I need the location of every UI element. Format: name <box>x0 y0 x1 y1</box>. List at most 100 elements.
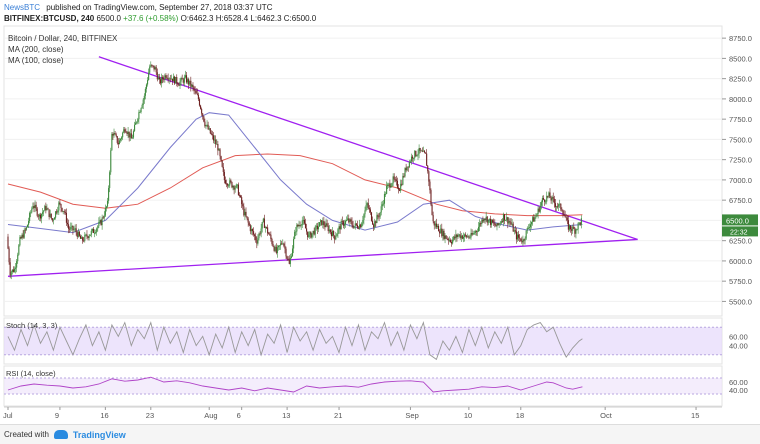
candle-body <box>527 227 529 229</box>
candle-body <box>132 131 135 138</box>
candle-body <box>248 222 250 226</box>
candle-body <box>310 232 312 238</box>
candle-body <box>533 217 535 222</box>
candle-body <box>487 219 489 223</box>
stoch-label[interactable]: Stoch (14, 3, 3) <box>6 321 58 330</box>
candle-body <box>390 185 392 188</box>
candle-body <box>327 225 329 232</box>
candle-body <box>341 220 343 222</box>
legend-ma100[interactable]: MA (100, close) <box>8 56 64 65</box>
created-with-label: Created with <box>4 430 49 439</box>
candle-body <box>283 243 285 246</box>
candle-body <box>502 214 505 222</box>
candle-body <box>303 219 305 224</box>
candle-body <box>572 226 574 231</box>
candle-body <box>187 79 189 83</box>
candle-body <box>409 161 411 163</box>
candle-body <box>423 150 426 153</box>
candle-body <box>505 220 507 221</box>
candle-body <box>65 212 67 223</box>
candle-body <box>191 84 193 87</box>
candle-body <box>218 149 220 151</box>
y-tick-label: 5750.0 <box>729 277 752 286</box>
candle-body <box>462 236 464 239</box>
candle-body <box>506 217 508 221</box>
candles <box>7 61 582 280</box>
candle-body <box>172 76 175 82</box>
candle-body <box>264 227 267 228</box>
candle-body <box>36 208 38 216</box>
candle-body <box>25 227 27 230</box>
candle-body <box>534 217 536 222</box>
candle-body <box>69 228 71 230</box>
legend-ma200[interactable]: MA (200, close) <box>8 45 64 54</box>
candle-body <box>448 239 450 241</box>
candle-body <box>46 208 48 210</box>
candle-body <box>122 132 124 138</box>
candle-body <box>388 183 390 185</box>
candle-body <box>381 204 383 207</box>
candle-body <box>144 88 146 96</box>
candle-body <box>480 223 482 225</box>
candle-body <box>103 215 105 218</box>
rsi-label[interactable]: RSI (14, close) <box>6 369 56 378</box>
tradingview-brand[interactable]: TradingView <box>72 429 126 440</box>
candle-body <box>267 227 269 234</box>
candle-body <box>285 248 287 257</box>
candle-body <box>461 235 463 239</box>
candle-body <box>438 225 440 232</box>
candle-body <box>196 93 198 95</box>
candle-body <box>537 208 539 214</box>
current-price-label: 6500.0 22:32 <box>722 214 758 237</box>
candle-body <box>99 220 101 222</box>
candle-body <box>240 195 242 198</box>
candle-body <box>412 156 414 159</box>
candle-body <box>216 143 218 145</box>
candle-body <box>560 203 562 210</box>
candle-body <box>47 208 49 210</box>
candle-body <box>263 218 265 228</box>
candle-body <box>498 223 500 225</box>
candle-body <box>366 203 368 206</box>
candle-body <box>119 138 122 141</box>
candle-body <box>439 231 441 234</box>
candle-body <box>155 67 157 73</box>
candle-body <box>121 137 123 139</box>
candle-body <box>561 209 563 211</box>
candle-body <box>501 221 503 223</box>
candle-body <box>525 230 527 239</box>
candle-body <box>20 237 22 239</box>
candle-body <box>84 234 86 241</box>
candle-body <box>62 211 64 212</box>
candle-body <box>369 209 371 213</box>
y-tick-label: 7500.0 <box>729 135 752 144</box>
candle-body <box>452 239 454 244</box>
grid <box>4 37 722 302</box>
candle-body <box>138 112 140 120</box>
candle-body <box>276 247 278 253</box>
brand-label[interactable]: NewsBTC <box>4 3 41 12</box>
candle-body <box>407 166 409 168</box>
candle-body <box>564 215 566 218</box>
candle-body <box>422 150 424 152</box>
candle-body <box>408 161 410 168</box>
candle-body <box>151 64 153 66</box>
candle-body <box>128 131 130 138</box>
candle-body <box>445 235 447 239</box>
candle-body <box>357 227 360 229</box>
candle-body <box>382 203 384 205</box>
candle-body <box>57 210 59 213</box>
candle-body <box>385 193 387 195</box>
candle-body <box>97 226 99 229</box>
candle-body <box>419 148 421 151</box>
candle-body <box>311 233 313 238</box>
candle-body <box>232 186 234 188</box>
candle-body <box>152 65 154 67</box>
candle-body <box>351 221 353 226</box>
candle-body <box>193 87 195 91</box>
candle-body <box>60 203 62 208</box>
candle-body <box>228 185 230 187</box>
candle-body <box>109 172 111 189</box>
candle-body <box>296 224 298 232</box>
candle-body <box>75 228 77 233</box>
